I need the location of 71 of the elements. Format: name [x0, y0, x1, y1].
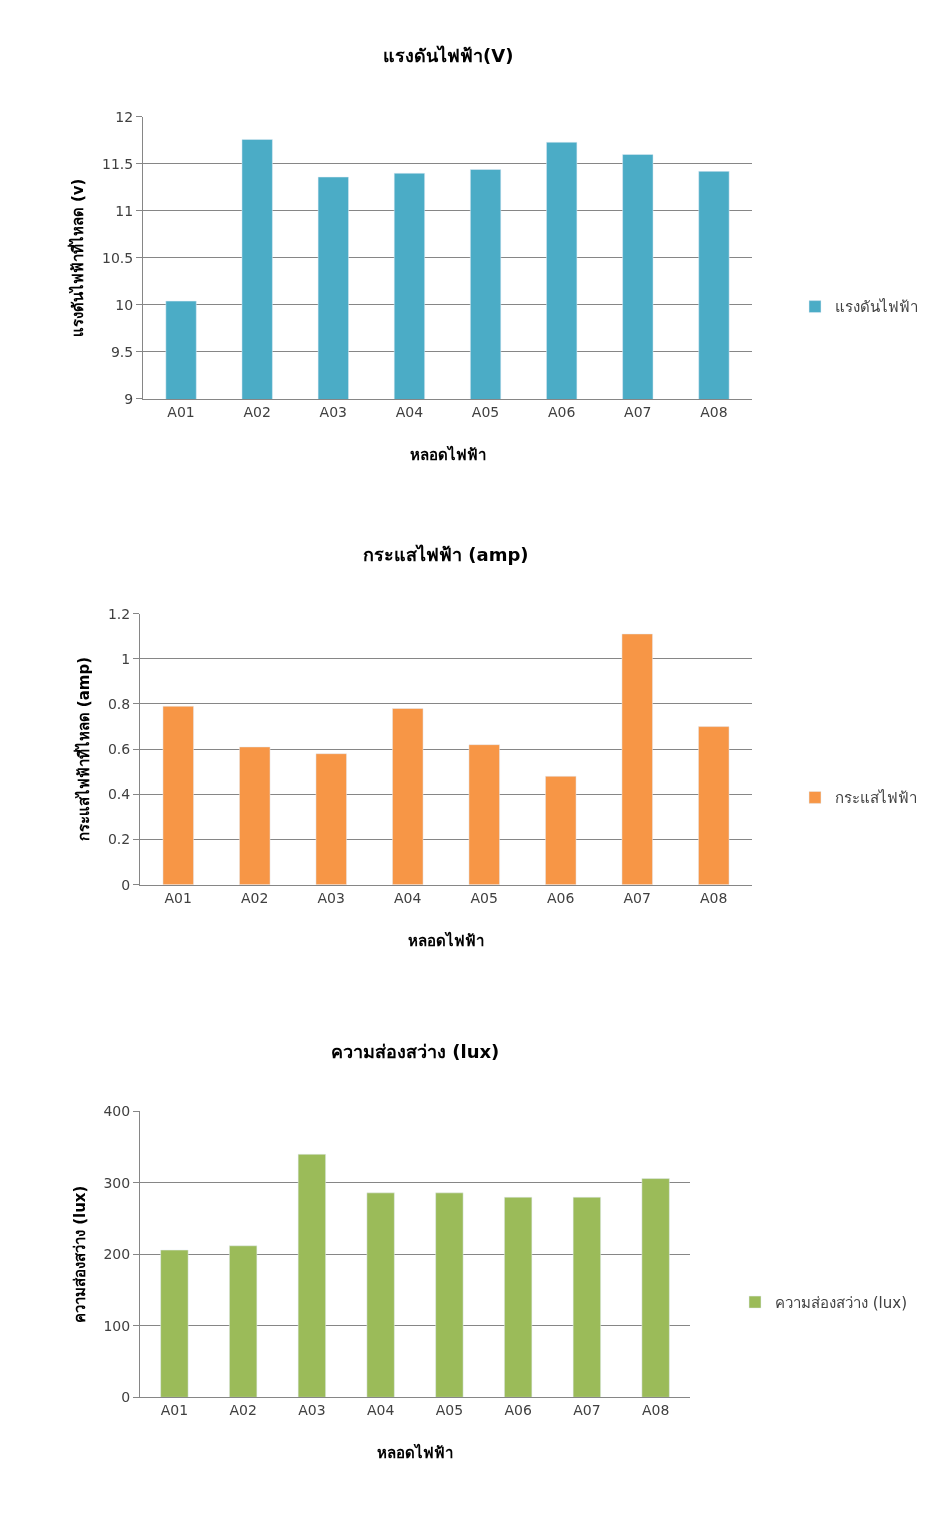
x-tick-label: A08 [700, 403, 728, 420]
chart-title: แรงดันไฟฟ้า(V) [383, 45, 514, 66]
x-tick-label: A06 [547, 889, 575, 906]
x-tick-label: A08 [641, 1402, 670, 1419]
x-axis-title: หลอดไฟฟ้า [409, 444, 486, 464]
x-tick-label: A02 [229, 1402, 257, 1419]
y-tick-label: 0.8 [107, 695, 131, 712]
bar [468, 744, 500, 885]
bar [162, 706, 194, 885]
x-tick-label: A05 [471, 403, 500, 420]
y-tick-label: 0.6 [107, 741, 131, 758]
bar [435, 1192, 464, 1398]
bar [504, 1196, 533, 1398]
y-tick-label: 0 [121, 876, 131, 893]
x-tick-label: A02 [243, 403, 271, 420]
y-tick-label: 0 [121, 1389, 131, 1406]
bar [392, 708, 424, 885]
y-tick-label: 9 [124, 390, 134, 407]
bar [366, 1192, 395, 1398]
x-tick-label: A06 [504, 1402, 532, 1419]
y-tick-label: 400 [103, 1103, 131, 1120]
bar [315, 753, 347, 885]
x-tick-label: A04 [366, 1402, 395, 1419]
chart-title: ความส่องสว่าง (lux) [331, 1041, 500, 1062]
y-tick-label: 9.5 [110, 343, 134, 360]
y-tick-label: 200 [103, 1246, 131, 1263]
x-tick-label: A01 [160, 1402, 189, 1419]
bar [297, 1154, 326, 1398]
y-tick-label: 300 [103, 1174, 131, 1191]
y-tick-label: 1 [121, 650, 131, 667]
x-tick-label: A01 [167, 403, 195, 420]
x-tick-label: A05 [470, 889, 498, 906]
x-tick-label: A04 [395, 403, 424, 420]
y-tick-label: 10 [115, 296, 134, 313]
bar [621, 633, 653, 885]
x-tick-label: A01 [164, 889, 192, 906]
bar [572, 1196, 601, 1398]
x-tick-label: A02 [241, 889, 269, 906]
x-tick-label: A08 [700, 889, 728, 906]
x-tick-label: A03 [298, 1402, 326, 1419]
bar [545, 776, 577, 885]
x-tick-label: A04 [394, 889, 422, 906]
legend-label: กระแสไฟฟ้า [835, 789, 917, 808]
x-tick-label: A06 [547, 403, 576, 420]
legend-label: ความส่องสว่าง (lux) [775, 1293, 908, 1312]
legend-label: แรงดันไฟฟ้า [835, 298, 918, 317]
x-tick-label: A03 [317, 889, 345, 906]
bar [641, 1178, 670, 1398]
bar [229, 1245, 258, 1398]
x-axis-title: หลอดไฟฟ้า [408, 930, 484, 950]
x-tick-label: A03 [319, 403, 348, 420]
y-tick-label: 0.2 [107, 831, 131, 848]
y-tick-label: 10.5 [102, 249, 134, 266]
y-tick-label: 11.5 [102, 155, 134, 172]
x-tick-label: A07 [573, 1402, 601, 1419]
chart-title: กระแสไฟฟ้า (amp) [363, 544, 529, 565]
y-tick-label: 11 [115, 202, 134, 219]
x-tick-label: A05 [435, 1402, 464, 1419]
y-axis-title: ความส่องสว่าง (lux) [70, 1185, 89, 1324]
x-tick-label: A07 [623, 889, 651, 906]
y-axis-title: กระแสไฟฟ้าที่ไหลด (amp) [73, 656, 94, 842]
y-axis-title: แรงดันไฟฟ้าที่ไหลด (v) [67, 178, 88, 338]
x-axis-title: หลอดไฟฟ้า [377, 1443, 453, 1463]
y-tick-label: 0.4 [107, 786, 131, 803]
bar [239, 746, 271, 885]
bar [698, 726, 730, 885]
x-tick-label: A07 [624, 403, 652, 420]
y-tick-label: 12 [115, 108, 134, 125]
y-tick-label: 100 [103, 1317, 131, 1334]
bar [160, 1249, 189, 1398]
y-tick-label: 1.2 [107, 605, 131, 622]
